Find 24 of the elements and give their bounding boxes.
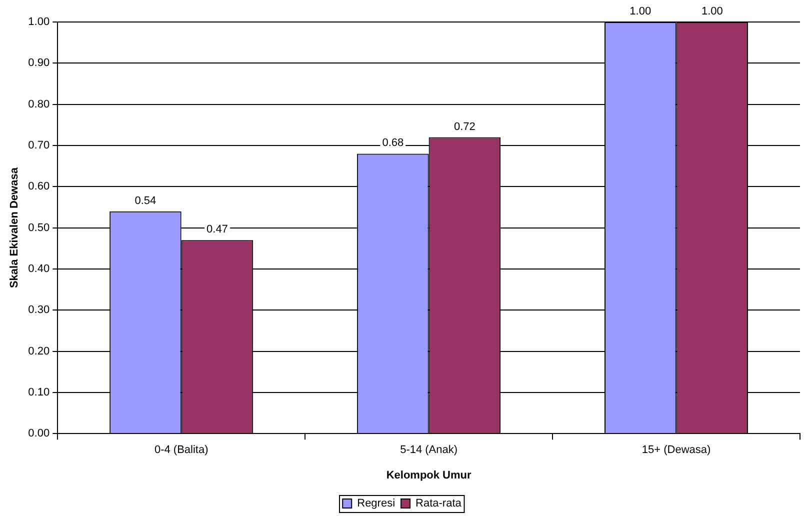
y-tick-label: 0.70 — [28, 140, 50, 152]
y-axis-title: Skala Ekivalen Dewasa — [8, 166, 21, 288]
data-label: 0.47 — [206, 224, 228, 236]
y-tick-label: 0.20 — [28, 345, 50, 358]
y-tick-label: 0.90 — [28, 57, 50, 70]
y-tick-label: 0.40 — [28, 262, 50, 275]
x-tick-label: 5-14 (Anak) — [400, 444, 458, 456]
y-tick-label: 0.60 — [28, 180, 50, 193]
legend-label: Regresi — [357, 498, 396, 510]
y-tick-label: 1.00 — [28, 16, 50, 28]
data-label: 1.00 — [630, 6, 652, 18]
x-tick-label: 0-4 (Balita) — [154, 444, 208, 456]
y-tick-label: 0.50 — [28, 222, 50, 234]
y-tick-label: 0.10 — [28, 386, 50, 398]
legend-label: Rata-rata — [416, 498, 462, 510]
y-tick-label: 0.30 — [28, 304, 50, 316]
data-label: 1.00 — [701, 6, 723, 18]
data-label: 0.72 — [454, 120, 476, 133]
data-label: 0.68 — [382, 137, 404, 150]
x-axis-title: Kelompok Umur — [386, 469, 472, 482]
data-label: 0.54 — [134, 194, 156, 207]
y-tick-label: 0.80 — [28, 98, 50, 110]
x-tick-label: 15+ (Dewasa) — [642, 444, 711, 456]
y-tick-label: 0.00 — [28, 428, 50, 440]
